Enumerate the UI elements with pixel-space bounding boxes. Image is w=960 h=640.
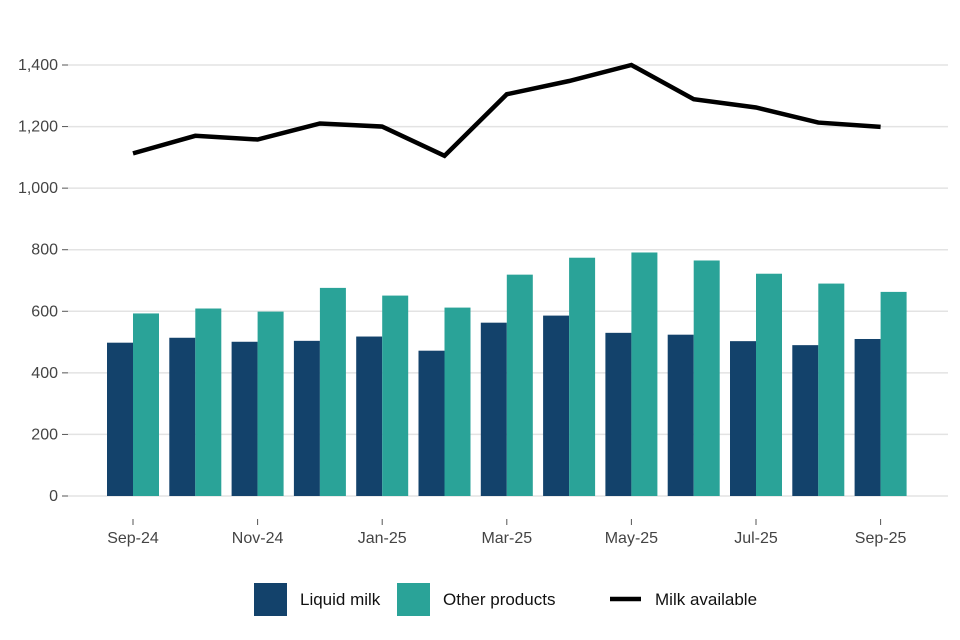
milk-available-line	[132, 62, 881, 159]
bar-other-products-Nov-24	[257, 311, 284, 496]
x-tick-label: Jul-25	[734, 530, 778, 547]
x-tick-label: Mar-25	[481, 530, 532, 547]
x-tick-label: Sep-24	[107, 530, 159, 547]
bar-liquid-milk-Apr-25	[543, 315, 570, 496]
bar-other-products-May-25	[631, 252, 658, 496]
y-tick-label: 600	[31, 303, 58, 320]
legend-label-liquid-milk: Liquid milk	[300, 590, 381, 609]
bar-liquid-milk-Dec-24	[293, 340, 320, 496]
y-tick-label: 0	[49, 488, 58, 505]
bar-other-products-Jun-25	[693, 260, 720, 496]
legend-swatch-other-products	[397, 583, 430, 616]
bar-liquid-milk-May-25	[605, 332, 632, 496]
bar-other-products-Sep-24	[133, 313, 159, 496]
y-tick-label: 400	[31, 365, 58, 382]
bar-other-products-Sep-25	[880, 291, 907, 496]
bar-other-products-Mar-25	[506, 274, 533, 496]
y-tick-label: 1,400	[18, 57, 58, 74]
legend-label-other-products: Other products	[443, 590, 555, 609]
y-tick-label: 1,000	[18, 180, 58, 197]
bar-liquid-milk-Jun-25	[667, 334, 694, 496]
bar-other-products-Dec-24	[319, 287, 346, 496]
x-tick-label: Jan-25	[358, 530, 407, 547]
bar-other-products-Jan-25	[382, 295, 409, 496]
bar-liquid-milk-Mar-25	[480, 322, 507, 496]
bar-other-products-Oct-24	[195, 308, 222, 496]
y-tick-label: 200	[31, 426, 58, 443]
bars	[107, 252, 907, 496]
bar-other-products-Apr-25	[569, 257, 596, 496]
bar-liquid-milk-Jan-25	[356, 336, 383, 496]
x-tick-label: May-25	[605, 530, 658, 547]
x-axis: Sep-24 Nov-24 Jan-25 Mar-25 May-25 Jul-25 Sep-…	[107, 519, 906, 547]
legend-swatch-liquid-milk	[254, 583, 287, 616]
x-tick-label: Nov-24	[232, 530, 284, 547]
bar-other-products-Jul-25	[756, 273, 782, 496]
x-tick-label: Sep-25	[855, 530, 907, 547]
bar-liquid-milk-Sep-24	[107, 342, 133, 496]
bar-liquid-milk-Nov-24	[231, 341, 258, 496]
bar-liquid-milk-Aug-25	[792, 345, 819, 496]
legend: Liquid milk Other products Milk available	[254, 583, 757, 616]
bar-other-products-Aug-25	[818, 283, 845, 496]
bar-liquid-milk-Sep-25	[854, 338, 881, 496]
legend-label-milk-available: Milk available	[655, 590, 757, 609]
line-milk-available	[132, 62, 881, 159]
y-tick-label: 800	[31, 242, 58, 259]
y-tick-label: 1,200	[18, 119, 58, 136]
bar-liquid-milk-Feb-25	[418, 350, 445, 496]
y-axis: 0 200 400 600 800 1,000 1,200 1,400	[18, 57, 68, 505]
bar-liquid-milk-Jul-25	[730, 341, 756, 496]
bar-other-products-Feb-25	[444, 307, 471, 496]
bar-liquid-milk-Oct-24	[169, 337, 196, 496]
